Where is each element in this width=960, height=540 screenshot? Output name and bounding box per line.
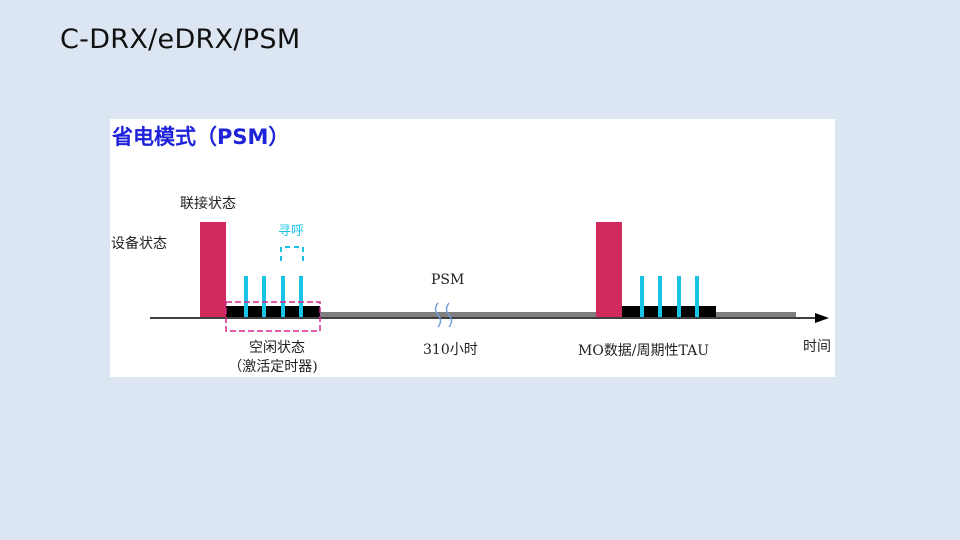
time-axis-label: 时间 [803,339,831,355]
idle-bar-2 [622,306,716,317]
paging-bracket [280,246,304,261]
wave-break-icon [445,302,453,328]
wave-break-icon [434,302,442,328]
psm-bar-1 [320,312,602,317]
paging-label: 寻呼 [278,224,305,239]
time-axis-arrow [815,313,829,323]
device-state-label: 设备状态 [111,236,167,252]
slide-title: C-DRX/eDRX/PSM [60,24,301,55]
psm-bar-2 [716,312,796,317]
paging-pulse [262,276,266,317]
paging-pulse [658,276,662,317]
timer-note-label: （激活定时器) [228,359,318,375]
psm-timeline-graphic [150,222,829,332]
paging-pulse [695,276,699,317]
connected-block-2 [596,222,622,317]
connected-state-label: 联接状态 [180,196,236,212]
paging-pulse [299,276,303,317]
mo-tau-label: MO数据/周期性TAU [578,343,710,359]
idle-state-label: 空闲状态 [249,340,305,356]
diagram-title: 省电模式（PSM） [112,125,290,149]
paging-pulse [640,276,644,317]
psm-diagram: 省电模式（PSM） 设备状态 联接状态 寻呼 PSM 空闲状态 （激活定时器) … [110,119,835,377]
duration-label: 310小时 [423,342,478,358]
connected-block-1 [200,222,226,317]
psm-label: PSM [431,272,465,288]
paging-pulse [677,276,681,317]
paging-pulse [244,276,248,317]
paging-pulse [281,276,285,317]
idle-bar-1 [226,306,320,317]
timer-box [225,301,321,332]
